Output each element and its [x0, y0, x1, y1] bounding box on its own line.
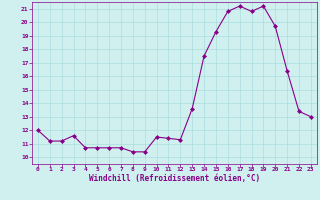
X-axis label: Windchill (Refroidissement éolien,°C): Windchill (Refroidissement éolien,°C) [89, 174, 260, 183]
